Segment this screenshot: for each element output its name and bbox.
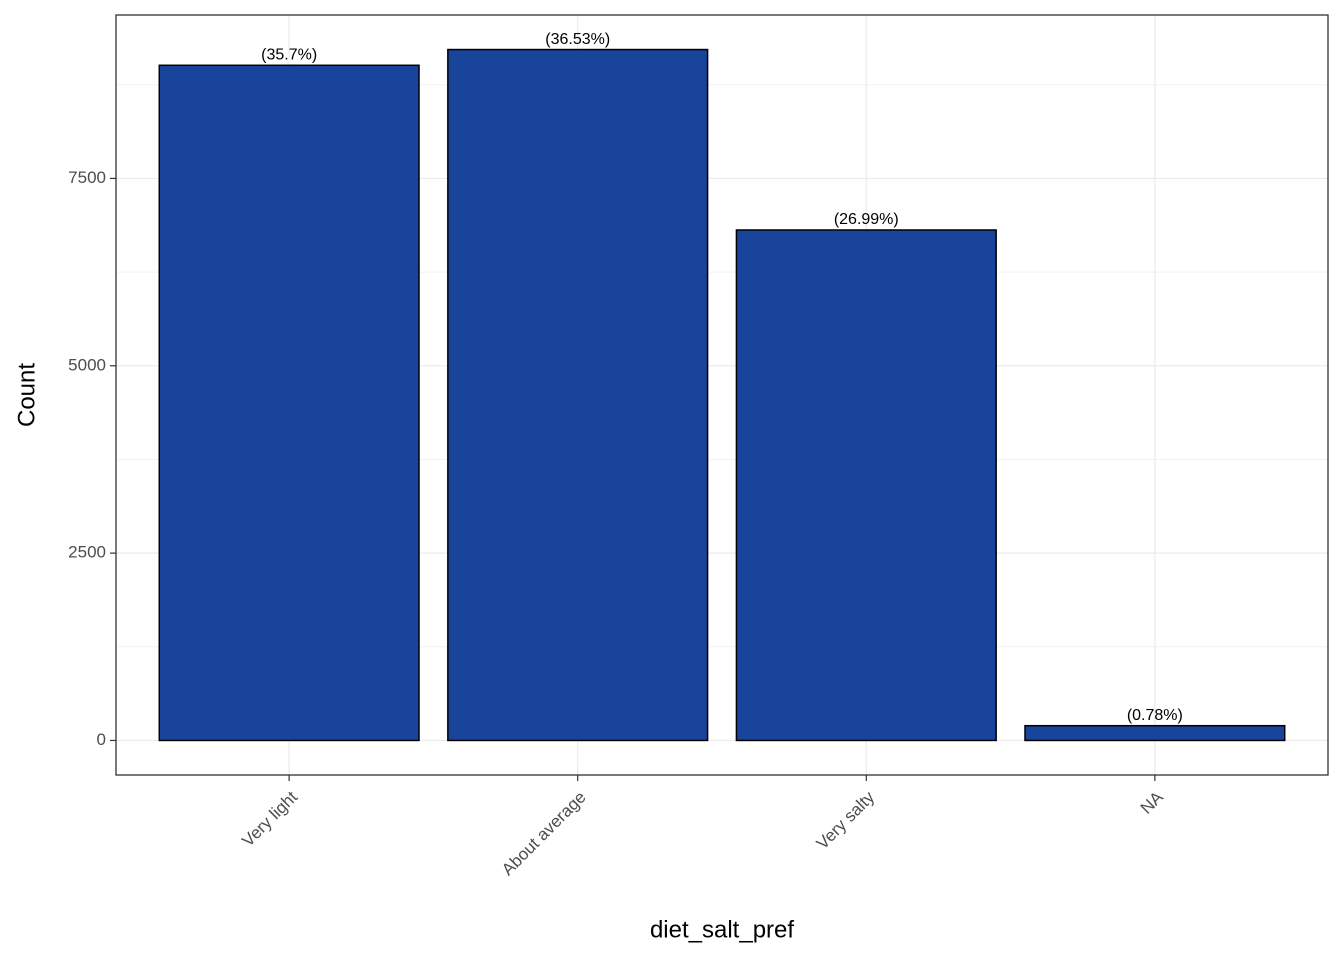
bar [735,229,997,742]
value-label: (26.99%) [834,211,899,228]
x-axis-title: diet_salt_pref [650,916,794,943]
value-label: (0.78%) [1127,707,1183,724]
x-tick-label: About average [498,788,590,880]
y-tick-label: 2500 [68,543,106,562]
bar [1024,724,1286,742]
bar [158,64,420,742]
y-tick-label: 0 [97,730,106,749]
panel-border [115,14,1329,776]
x-tick-label: Very salty [813,787,879,853]
x-tick-label: Very light [238,787,301,850]
bar [447,48,709,742]
value-label: (35.7%) [261,47,317,64]
value-label: (36.53%) [545,31,610,48]
y-axis-title: Count [13,363,40,427]
x-tick-label: NA [1137,787,1168,818]
y-tick-label: 7500 [68,168,106,187]
y-tick-label: 5000 [68,355,106,374]
